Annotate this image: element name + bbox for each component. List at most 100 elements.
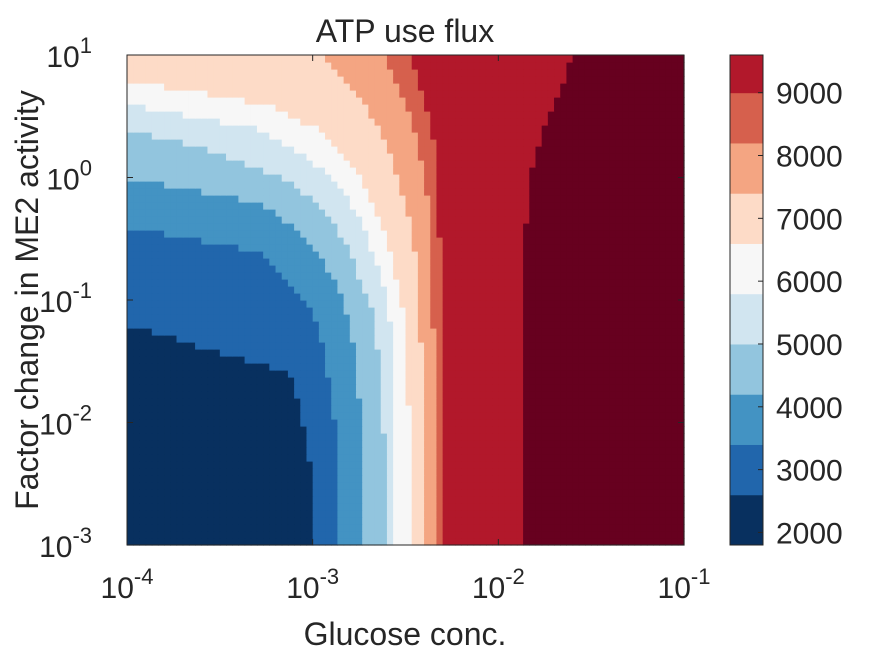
heatmap-cell (170, 160, 178, 168)
heatmap-cell (411, 524, 419, 532)
heatmap-cell (244, 272, 252, 280)
heatmap-cell (622, 475, 629, 483)
heatmap-cell (591, 370, 598, 378)
heatmap-cell (430, 174, 438, 182)
heatmap-cell (312, 300, 320, 308)
heatmap-cell (219, 489, 227, 497)
heatmap-cell (516, 244, 524, 252)
heatmap-cell (256, 209, 264, 217)
heatmap-cell (634, 503, 642, 511)
heatmap-cell (182, 300, 190, 308)
heatmap-cell (597, 230, 605, 238)
heatmap-cell (188, 468, 196, 476)
heatmap-cell (591, 517, 598, 525)
heatmap-cell (195, 307, 202, 315)
heatmap-cell (529, 398, 537, 406)
heatmap-cell (176, 461, 184, 469)
heatmap-cell (176, 538, 184, 546)
heatmap-cell (380, 223, 388, 231)
heatmap-cell (671, 503, 679, 511)
heatmap-cell (578, 237, 586, 245)
heatmap-cell (238, 307, 246, 315)
heatmap-cell (504, 349, 512, 357)
heatmap-cell (541, 433, 549, 441)
heatmap-cell (485, 349, 493, 357)
heatmap-cell (473, 475, 481, 483)
heatmap-cell (151, 300, 159, 308)
heatmap-cell (566, 454, 574, 462)
heatmap-cell (312, 321, 320, 329)
heatmap-cell (448, 440, 456, 448)
heatmap-cell (566, 293, 574, 301)
heatmap-cell (368, 328, 376, 336)
heatmap-cell (554, 384, 561, 392)
heatmap-cell (436, 174, 444, 182)
heatmap-cell (659, 489, 667, 497)
heatmap-cell (127, 181, 134, 189)
heatmap-cell (287, 440, 295, 448)
heatmap-cell (349, 181, 357, 189)
heatmap-cell (547, 482, 555, 490)
heatmap-cell (176, 440, 184, 448)
heatmap-cell (325, 433, 332, 441)
heatmap-cell (584, 216, 592, 224)
heatmap-cell (492, 426, 499, 434)
heatmap-cell (188, 230, 196, 238)
heatmap-cell (393, 524, 400, 532)
heatmap-cell (207, 279, 215, 287)
heatmap-cell (498, 188, 506, 196)
heatmap-cell (622, 503, 629, 511)
heatmap-cell (362, 503, 369, 511)
heatmap-cell (294, 461, 301, 469)
heatmap-cell (671, 167, 679, 175)
heatmap-cell (139, 181, 147, 189)
heatmap-cell (213, 202, 221, 210)
heatmap-cell (479, 230, 487, 238)
heatmap-cell (207, 496, 215, 504)
heatmap-cell (133, 342, 140, 350)
heatmap-cell (164, 216, 171, 224)
heatmap-cell (653, 286, 660, 294)
heatmap-cell (417, 531, 425, 539)
heatmap-cell (263, 510, 270, 518)
heatmap-cell (424, 223, 431, 231)
heatmap-cell (269, 356, 277, 364)
heatmap-cell (566, 244, 574, 252)
heatmap-cell (343, 188, 351, 196)
heatmap-cell (380, 272, 388, 280)
heatmap-cell (300, 307, 308, 315)
heatmap-cell (584, 426, 592, 434)
heatmap-cell (219, 181, 227, 189)
heatmap-cell (287, 496, 295, 504)
heatmap-cell (541, 209, 549, 217)
heatmap-cell (510, 209, 518, 217)
heatmap-cell (646, 454, 654, 462)
heatmap-cell (306, 363, 314, 371)
heatmap-cell (238, 440, 246, 448)
heatmap-cell (287, 300, 295, 308)
heatmap-cell (603, 349, 611, 357)
heatmap-cell (188, 531, 196, 539)
heatmap-cell (380, 167, 388, 175)
heatmap-cell (256, 468, 264, 476)
heatmap-cell (622, 167, 629, 175)
heatmap-cell (411, 188, 419, 196)
heatmap-cell (368, 475, 376, 483)
heatmap-cell (411, 153, 419, 161)
heatmap-cell (127, 489, 134, 497)
heatmap-cell (380, 489, 388, 497)
heatmap-cell (380, 251, 388, 259)
heatmap-cell (597, 538, 605, 546)
heatmap-cell (256, 433, 264, 441)
heatmap-cell (479, 370, 487, 378)
heatmap-cell (640, 244, 648, 252)
heatmap-cell (578, 279, 586, 287)
heatmap-cell (640, 279, 648, 287)
heatmap-cell (256, 454, 264, 462)
heatmap-cell (547, 300, 555, 308)
heatmap-cell (337, 300, 345, 308)
heatmap-cell (510, 419, 518, 427)
heatmap-cell (615, 405, 623, 413)
heatmap-cell (405, 230, 413, 238)
heatmap-cell (170, 405, 178, 413)
